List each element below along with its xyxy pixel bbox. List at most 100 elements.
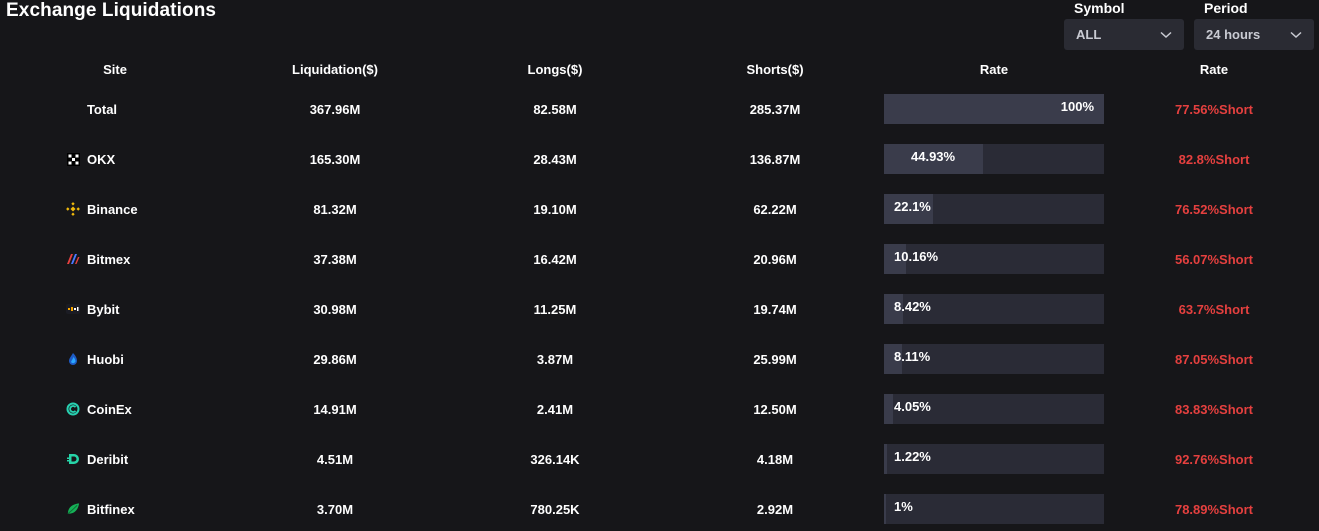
longs-cell: 28.43M: [533, 151, 577, 167]
shorts-cell: 62.22M: [753, 201, 797, 217]
shorts-cell: 4.18M: [756, 451, 794, 467]
site-cell: OKX: [66, 144, 216, 174]
shorts-cell: 20.96M: [753, 251, 797, 267]
rate-bar: 44.93%: [884, 144, 1104, 174]
short-rate-cell: 92.76%Short: [1174, 451, 1254, 467]
short-rate-cell: 63.7%Short: [1178, 301, 1250, 317]
short-rate-cell: 83.83%Short: [1174, 401, 1254, 417]
rate-value: 1.22%: [894, 448, 931, 464]
rate-bar-fill: [884, 144, 983, 174]
huobi-icon: [66, 352, 80, 366]
table-row: CoinEx 14.91M 2.41M 12.50M 4.05% 83.83%Short: [0, 394, 1319, 424]
liquidation-cell: 367.96M: [309, 101, 361, 117]
rate-bar-fill: [884, 194, 933, 224]
short-rate-cell: 87.05%Short: [1174, 351, 1254, 367]
rate-value: 1%: [894, 498, 913, 514]
rate-bar-fill: [884, 444, 887, 474]
shorts-cell: 19.74M: [753, 301, 797, 317]
liquidation-cell: 14.91M: [313, 401, 357, 417]
longs-cell: 19.10M: [533, 201, 577, 217]
rate-bar-fill: [884, 494, 887, 524]
column-header-short-rate: Rate: [1199, 61, 1229, 77]
rate-value: 22.1%: [894, 198, 931, 214]
period-select[interactable]: 24 hours: [1194, 19, 1314, 50]
rate-value: 4.05%: [894, 398, 931, 414]
liquidation-cell: 4.51M: [316, 451, 354, 467]
longs-cell: 780.25K: [530, 501, 580, 517]
liquidation-cell: 3.70M: [316, 501, 354, 517]
site-name[interactable]: Binance: [87, 201, 138, 217]
longs-cell: 2.41M: [536, 401, 574, 417]
table-row: Bitfinex 3.70M 780.25K 2.92M 1% 78.89%Short: [0, 494, 1319, 524]
rate-bar-fill: [884, 394, 893, 424]
shorts-cell: 25.99M: [753, 351, 797, 367]
table-row: Binance 81.32M 19.10M 62.22M 22.1% 76.52%Shor…: [0, 194, 1319, 224]
rate-value: 10.16%: [894, 248, 939, 264]
site-name[interactable]: Huobi: [87, 351, 124, 367]
shorts-cell: 2.92M: [756, 501, 794, 517]
rate-bar-fill: [884, 344, 902, 374]
site-cell: Huobi: [66, 344, 216, 374]
table-row: Huobi 29.86M 3.87M 25.99M 8.11% 87.05%Short: [0, 344, 1319, 374]
liquidation-cell: 30.98M: [313, 301, 357, 317]
site-name[interactable]: OKX: [87, 151, 116, 167]
short-rate-cell: 82.8%Short: [1178, 151, 1250, 167]
deribit-icon: [66, 452, 80, 466]
shorts-cell: 285.37M: [749, 101, 801, 117]
short-rate-cell: 77.56%Short: [1174, 101, 1254, 117]
rate-bar-fill: [884, 244, 907, 274]
longs-cell: 82.58M: [533, 101, 577, 117]
coinex-icon: [66, 402, 80, 416]
rate-bar: 10.16%: [884, 244, 1104, 274]
okx-icon: [66, 152, 80, 166]
symbol-select[interactable]: ALL: [1064, 19, 1184, 50]
site-cell: Bitmex: [66, 244, 216, 274]
rate-bar: 1.22%: [884, 444, 1104, 474]
column-header-rate: Rate: [979, 61, 1009, 77]
shorts-cell: 12.50M: [753, 401, 797, 417]
column-header-longs: Longs($): [527, 61, 583, 77]
column-header-liquidation: Liquidation($): [292, 61, 378, 77]
site-cell: Bitfinex: [66, 494, 216, 524]
bitfinex-icon: [66, 502, 80, 516]
table-row: Deribit 4.51M 326.14K 4.18M 1.22% 92.76%Short: [0, 444, 1319, 474]
chevron-down-icon: [1290, 29, 1302, 41]
rate-bar: 8.11%: [884, 344, 1104, 374]
site-name: Total: [86, 101, 118, 117]
site-name[interactable]: Deribit: [87, 451, 129, 467]
site-cell: CoinEx: [66, 394, 216, 424]
table-row: OKX 165.30M 28.43M 136.87M 44.93% 82.8%Short: [0, 144, 1319, 174]
symbol-select-value: ALL: [1076, 27, 1102, 42]
site-name[interactable]: Bitfinex: [87, 501, 135, 517]
liquidation-cell: 29.86M: [313, 351, 357, 367]
symbol-label: Symbol: [1074, 0, 1125, 16]
shorts-cell: 136.87M: [749, 151, 801, 167]
site-cell: Deribit: [66, 444, 216, 474]
site-name[interactable]: CoinEx: [87, 401, 132, 417]
short-rate-cell: 76.52%Short: [1174, 201, 1254, 217]
site-name[interactable]: Bitmex: [87, 251, 131, 267]
liquidation-cell: 81.32M: [313, 201, 357, 217]
bitmex-icon: [66, 252, 80, 266]
liquidation-cell: 37.38M: [313, 251, 357, 267]
short-rate-cell: 56.07%Short: [1174, 251, 1254, 267]
column-header-shorts: Shorts($): [746, 61, 804, 77]
rate-bar-fill: [884, 294, 903, 324]
page-title: Exchange Liquidations: [6, 0, 217, 21]
longs-cell: 3.87M: [536, 351, 574, 367]
table-row: Bitmex 37.38M 16.42M 20.96M 10.16% 56.07%Shor…: [0, 244, 1319, 274]
site-cell: Total: [52, 94, 152, 124]
binance-icon: [66, 202, 80, 216]
rate-bar: 4.05%: [884, 394, 1104, 424]
period-label: Period: [1204, 0, 1248, 16]
site-cell: Binance: [66, 194, 216, 224]
table-row: Bybit 30.98M 11.25M 19.74M 8.42% 63.7%Short: [0, 294, 1319, 324]
site-name[interactable]: Bybit: [87, 301, 120, 317]
rate-bar: 22.1%: [884, 194, 1104, 224]
period-select-value: 24 hours: [1206, 27, 1261, 42]
rate-value: 44.93%: [911, 148, 956, 164]
rate-value: 100%: [1060, 98, 1094, 114]
short-rate-cell: 78.89%Short: [1174, 501, 1254, 517]
chevron-down-icon: [1160, 29, 1172, 41]
site-cell: Bybit: [66, 294, 216, 324]
